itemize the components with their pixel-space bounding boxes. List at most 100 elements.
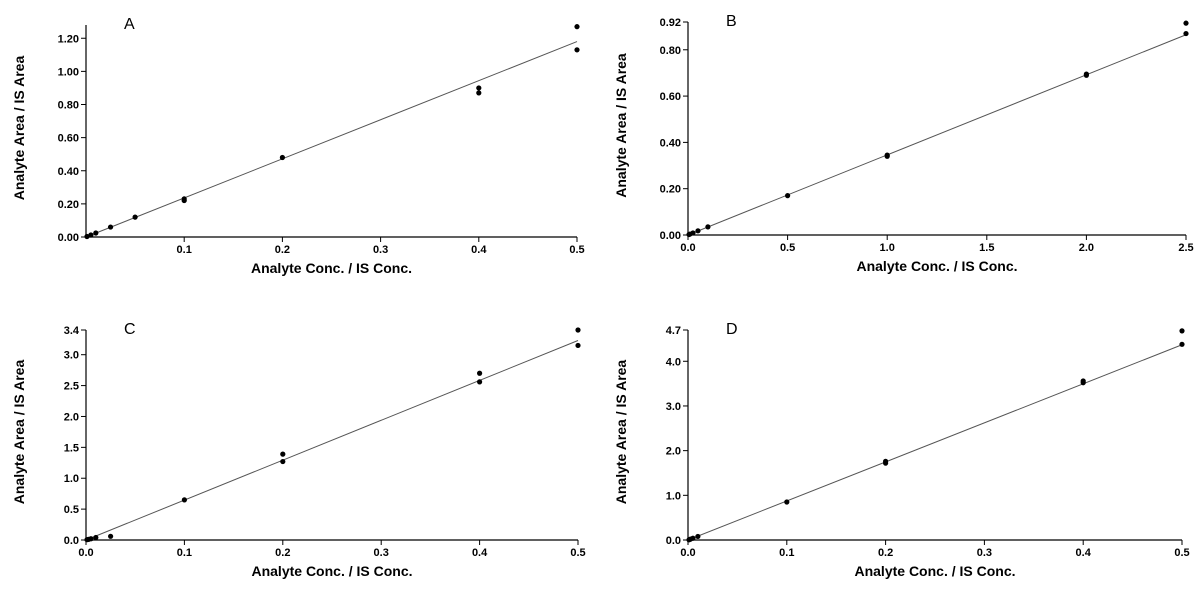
y-tick-label: 2.0: [64, 411, 79, 423]
x-tick-label: 0.4: [1076, 547, 1092, 559]
y-tick-label: 0.20: [58, 199, 79, 211]
data-point: [93, 534, 99, 541]
data-point: [695, 533, 701, 540]
x-tick-label: 0.1: [177, 547, 192, 559]
panel-label: C: [124, 321, 136, 338]
data-point: [280, 458, 286, 465]
y-axis-label: Analyte Area / IS Area: [613, 360, 629, 505]
x-axis-label: Analyte Conc. / IS Conc.: [856, 258, 1017, 274]
x-tick-label: 0.4: [472, 547, 488, 559]
panel-d: 0.0 0.1 0.2 0.3 0.4 0.5 0.0 1.0 2.0 3.0 4.0 4.7 Anal…: [613, 321, 1190, 579]
y-tick-label: 2.5: [64, 381, 79, 393]
y-tick-label: 1.00: [58, 66, 79, 78]
data-point: [88, 536, 94, 542]
y-tick-label: 0.5: [64, 504, 79, 516]
data-point: [1083, 71, 1089, 77]
data-point: [1183, 20, 1189, 26]
data-point: [477, 370, 483, 376]
regression-line: [687, 344, 1183, 541]
x-tick-label: 0.0: [680, 242, 695, 254]
panel-label: B: [726, 13, 737, 30]
y-tick-label: 0.60: [660, 91, 681, 103]
x-tick-label: 0.3: [374, 547, 389, 559]
x-tick-label: 1.5: [979, 242, 994, 254]
regression-line: [687, 34, 1187, 236]
y-tick-label: 0.00: [660, 230, 681, 242]
x-tick-label: 0.2: [275, 547, 290, 559]
y-tick-label: 0.80: [660, 45, 681, 57]
x-tick-label: 0.5: [780, 242, 795, 254]
y-tick-label: 4.7: [666, 325, 681, 337]
y-tick-label: 3.0: [666, 401, 681, 413]
y-tick-label: 3.0: [64, 350, 79, 362]
data-point: [1080, 378, 1086, 384]
data-point: [477, 379, 483, 385]
data-point: [108, 533, 114, 539]
x-tick-label: 2.0: [1079, 242, 1094, 254]
y-tick-label: 0.40: [660, 137, 681, 149]
regression-line: [85, 340, 579, 541]
data-point: [1179, 341, 1185, 347]
x-tick-label: 0.2: [878, 547, 893, 559]
x-tick-label: 0.5: [569, 244, 584, 256]
x-tick-label: 0.0: [680, 547, 695, 559]
data-point: [1183, 30, 1189, 37]
data-point: [84, 233, 90, 240]
data-point: [107, 224, 114, 230]
y-tick-label: 1.0: [64, 473, 79, 485]
panel-b: 0.0 0.5 1.0 1.5 2.0 2.5 0.00 0.20 0.40 0.60 0.80 0.…: [613, 13, 1194, 274]
regression-line: [85, 41, 578, 238]
panel-c: 0.0 0.1 0.2 0.3 0.4 0.5 0.0 0.5 1.0 1.5 2.0 2.5 3.0 3…: [11, 321, 586, 579]
y-axis-label: Analyte Area / IS Area: [11, 56, 27, 201]
data-point: [88, 232, 94, 238]
x-axis-label: Analyte Conc. / IS Conc.: [251, 563, 412, 579]
data-point: [784, 499, 790, 505]
data-point: [785, 193, 791, 199]
data-point: [476, 85, 482, 91]
panel-a: 0.1 0.2 0.3 0.4 0.5 0.00 0.20 0.40 0.60 0.80 1.00 1…: [11, 16, 585, 276]
y-tick-label: 0.80: [58, 100, 79, 112]
y-tick-label: 1.0: [666, 490, 681, 502]
y-tick-label: 0.92: [660, 17, 681, 29]
x-tick-label: 0.3: [373, 244, 388, 256]
data-point: [884, 152, 890, 158]
y-tick-label: 0.60: [58, 133, 79, 145]
panel-label: D: [726, 321, 738, 338]
x-axis-label: Analyte Conc. / IS Conc.: [251, 260, 412, 276]
y-tick-label: 0.40: [58, 166, 79, 178]
y-tick-label: 0.20: [660, 184, 681, 196]
x-tick-label: 0.0: [78, 547, 93, 559]
data-point: [883, 458, 889, 464]
data-point: [181, 196, 187, 202]
data-point: [280, 451, 286, 457]
y-axis-label: Analyte Area / IS Area: [11, 360, 27, 505]
data-point: [476, 90, 482, 96]
x-tick-label: 0.1: [177, 244, 192, 256]
data-point: [1179, 328, 1185, 334]
data-point: [695, 228, 701, 234]
x-tick-label: 1.0: [880, 242, 895, 254]
x-tick-label: 0.4: [471, 244, 487, 256]
x-tick-label: 0.1: [779, 547, 794, 559]
data-point: [279, 154, 285, 161]
y-tick-label: 0.00: [58, 232, 79, 244]
x-axis-label: Analyte Conc. / IS Conc.: [854, 563, 1015, 579]
data-point: [132, 214, 138, 220]
y-tick-label: 1.5: [64, 442, 79, 454]
data-point: [574, 47, 580, 53]
y-tick-label: 0.0: [666, 535, 681, 547]
data-point: [575, 342, 581, 349]
data-point: [181, 497, 187, 503]
data-point: [690, 535, 696, 541]
data-point: [705, 224, 711, 230]
x-tick-label: 0.5: [1174, 547, 1189, 559]
panel-label: A: [124, 16, 135, 33]
data-point: [575, 327, 581, 333]
x-tick-label: 0.5: [570, 547, 585, 559]
x-tick-label: 0.3: [977, 547, 992, 559]
y-tick-label: 3.4: [64, 325, 80, 337]
data-point: [574, 24, 580, 30]
data-point: [690, 230, 696, 236]
